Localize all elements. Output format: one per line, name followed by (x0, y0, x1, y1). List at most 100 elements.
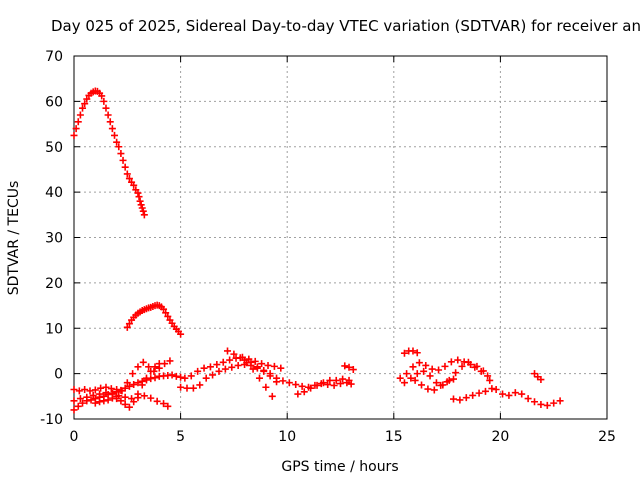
data-point (130, 398, 138, 406)
data-point (492, 386, 500, 394)
x-tick-label: 10 (278, 429, 296, 445)
y-tick-label: 0 (54, 367, 63, 383)
data-point (332, 376, 340, 384)
series-low-o (411, 375, 457, 394)
data-point (70, 386, 78, 394)
data-point (428, 365, 436, 373)
data-point (426, 372, 434, 380)
data-point (449, 375, 457, 383)
data-point (396, 374, 404, 382)
series-low-p (449, 385, 496, 404)
data-point (151, 363, 159, 371)
data-point (418, 381, 426, 389)
data-point (224, 347, 232, 355)
data-point (258, 360, 266, 368)
data-point (481, 387, 489, 395)
data-point (464, 358, 472, 366)
data-point (349, 366, 357, 374)
data-point (74, 118, 82, 126)
data-point (251, 357, 259, 365)
data-point (292, 381, 300, 389)
data-point (270, 362, 278, 370)
series-mid-arc (123, 301, 185, 338)
data-point (469, 391, 477, 399)
data-point (437, 381, 445, 389)
data-point (183, 384, 191, 392)
data-point (486, 376, 494, 384)
data-point (177, 383, 185, 391)
data-point (123, 170, 131, 178)
data-point (153, 397, 161, 405)
data-point (76, 111, 84, 119)
data-point (415, 359, 423, 367)
data-point (117, 150, 125, 158)
data-point (484, 372, 492, 380)
series-low-m (396, 356, 564, 409)
data-point (81, 386, 89, 394)
data-point (273, 378, 281, 386)
data-point (140, 392, 148, 400)
data-point (326, 376, 334, 384)
data-point (345, 363, 353, 371)
data-point (98, 92, 106, 100)
data-point (138, 204, 146, 212)
data-point (125, 382, 133, 390)
data-point (91, 386, 99, 394)
data-point (221, 365, 229, 373)
data-point (341, 362, 349, 370)
data-point (138, 381, 146, 389)
data-point (147, 394, 155, 402)
series-low-d (108, 360, 163, 411)
data-point (300, 388, 308, 396)
data-point (104, 111, 112, 119)
data-point (108, 394, 116, 402)
data-point (228, 363, 236, 371)
data-point (121, 400, 129, 408)
data-point (196, 381, 204, 389)
series-low-i (241, 356, 281, 386)
data-point (524, 395, 532, 403)
data-point (475, 389, 483, 397)
series-low-l (400, 347, 421, 357)
data-point (556, 397, 564, 405)
data-point (72, 125, 80, 133)
data-point (206, 363, 214, 371)
data-point (543, 401, 551, 409)
data-point (147, 367, 155, 375)
data-point (422, 361, 430, 369)
data-point (432, 379, 440, 387)
data-point (139, 358, 147, 366)
data-point (172, 372, 180, 380)
data-point (70, 397, 78, 405)
data-point (430, 386, 438, 394)
axis-ticks: 0 5 10 15 20 25 -10 0 10 20 30 40 50 60 70 (40, 49, 616, 445)
series-low-q (531, 370, 545, 384)
data-point (531, 398, 539, 406)
data-point (96, 398, 104, 406)
data-point (134, 363, 142, 371)
data-point (268, 392, 276, 400)
data-point (96, 390, 104, 398)
data-point (83, 393, 91, 401)
data-point (279, 377, 287, 385)
series-low-k (341, 362, 357, 374)
data-point (123, 323, 131, 331)
data-point (200, 364, 208, 372)
data-point (247, 358, 255, 366)
data-point (511, 389, 519, 397)
y-tick-label: 10 (45, 321, 63, 337)
data-point (113, 138, 121, 146)
data-point (403, 370, 411, 378)
data-point (145, 363, 153, 371)
data-point (113, 386, 121, 394)
data-point (102, 383, 110, 391)
data-point (74, 402, 82, 410)
data-point (177, 373, 185, 381)
data-point (255, 374, 263, 382)
data-point (187, 372, 195, 380)
x-axis-label: GPS time / hours (281, 459, 398, 475)
data-point (294, 390, 302, 398)
data-points (70, 87, 564, 414)
data-point (319, 379, 327, 387)
data-point (537, 376, 545, 384)
